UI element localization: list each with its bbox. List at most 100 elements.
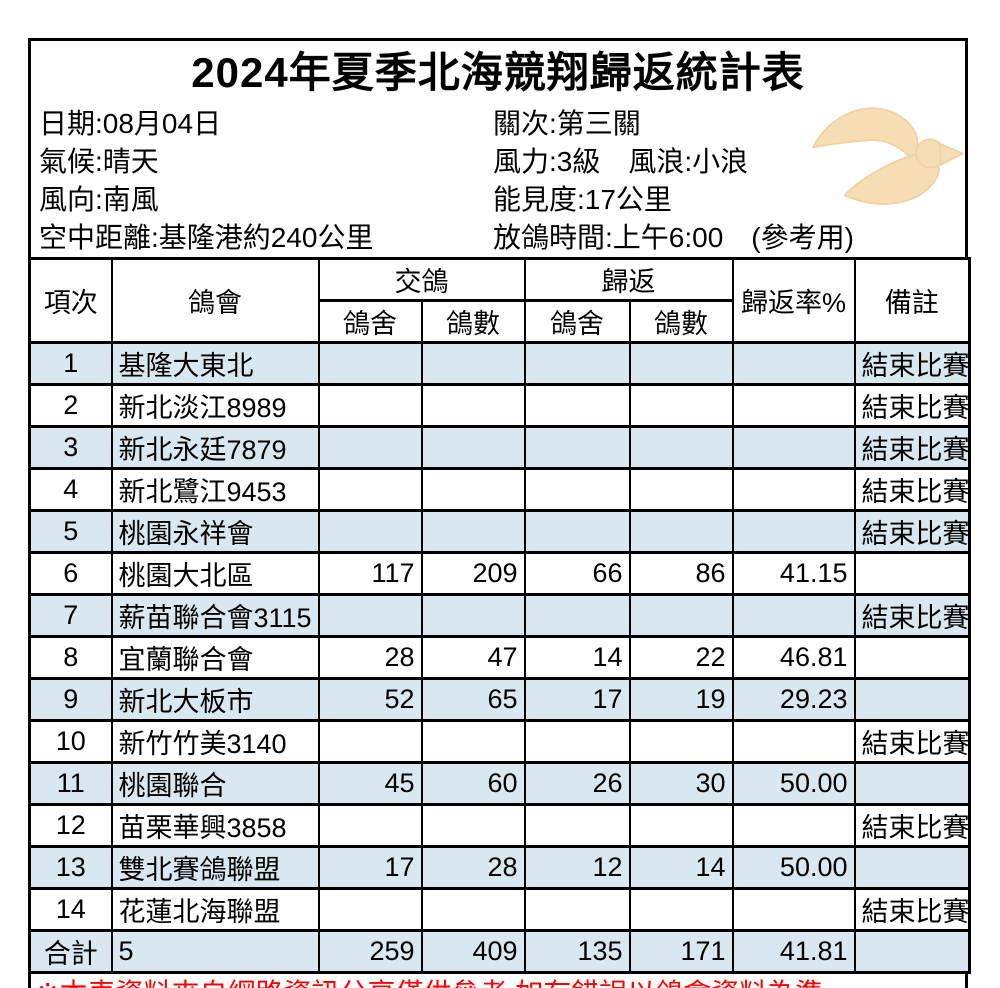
returned-count-cell bbox=[628, 467, 734, 512]
return-rate-cell bbox=[731, 467, 856, 512]
table-row: 7 薪苗聯合會3115 結束比賽 bbox=[28, 593, 971, 638]
info-air-distance: 空中距離:基隆港約240公里 bbox=[39, 222, 374, 253]
delivered-lofts-cell bbox=[317, 803, 423, 848]
delivered-lofts-cell bbox=[317, 383, 423, 428]
delivered-count-cell bbox=[420, 425, 526, 470]
delivered-count-cell bbox=[420, 719, 526, 764]
row-index-cell: 9 bbox=[28, 677, 113, 722]
note-cell bbox=[853, 677, 971, 722]
club-name-cell: 宜蘭聯合會 bbox=[110, 635, 320, 680]
stats-table: 項次 鴿會 交鴿 歸返 歸返率% 備註 鴿舍 鴿數 鴿舍 鴿數 1 基隆大東北 bbox=[28, 257, 971, 974]
note-cell: 結束比賽 bbox=[853, 467, 971, 512]
header-rate: 歸返率% bbox=[731, 257, 856, 344]
info-release-time: 放鴿時間:上午6:00 (參考用) bbox=[493, 222, 854, 253]
info-wind-wave: 風力:3級 風浪:小浪 bbox=[493, 146, 749, 177]
return-rate-cell bbox=[731, 593, 856, 638]
club-name-cell: 花蓮北海聯盟 bbox=[110, 887, 320, 932]
note-cell bbox=[853, 635, 971, 680]
table-row: 13 雙北賽鴿聯盟 17 28 12 14 50.00 bbox=[28, 845, 971, 890]
header-row-subcols: 鴿舍 鴿數 鴿舍 鴿數 bbox=[30, 299, 970, 344]
row-index-cell: 4 bbox=[28, 467, 113, 512]
total-label: 合計 bbox=[28, 929, 113, 974]
returned-lofts-cell bbox=[523, 341, 631, 386]
header-delivered-loft: 鴿舍 bbox=[317, 299, 423, 344]
returned-lofts-cell: 66 bbox=[523, 551, 631, 596]
table-row: 12 苗栗華興3858 結束比賽 bbox=[28, 803, 971, 848]
delivered-count-cell bbox=[420, 887, 526, 932]
info-row: 日期:08月04日 關次:第三關 bbox=[31, 103, 965, 141]
table-row: 4 新北鷺江9453 結束比賽 bbox=[28, 467, 971, 512]
note-cell bbox=[853, 845, 971, 890]
row-index-cell: 6 bbox=[28, 551, 113, 596]
table-row: 9 新北大板市 52 65 17 19 29.23 bbox=[28, 677, 971, 722]
return-rate-cell: 50.00 bbox=[731, 845, 856, 890]
returned-lofts-cell bbox=[523, 593, 631, 638]
delivered-count-cell: 209 bbox=[420, 551, 526, 596]
returned-count-cell bbox=[628, 425, 734, 470]
delivered-lofts-cell bbox=[317, 887, 423, 932]
returned-lofts-cell bbox=[523, 467, 631, 512]
delivered-count-cell bbox=[420, 803, 526, 848]
club-name-cell: 雙北賽鴿聯盟 bbox=[110, 845, 320, 890]
table-row: 2 新北淡江8989 結束比賽 bbox=[28, 383, 971, 428]
row-index-cell: 12 bbox=[28, 803, 113, 848]
returned-count-cell: 22 bbox=[628, 635, 734, 680]
return-rate-cell bbox=[731, 509, 856, 554]
row-index-cell: 1 bbox=[28, 341, 113, 386]
returned-lofts-cell bbox=[523, 383, 631, 428]
returned-count-cell bbox=[628, 719, 734, 764]
delivered-lofts-cell bbox=[317, 467, 423, 512]
total-note bbox=[853, 929, 971, 974]
return-rate-cell bbox=[731, 803, 856, 848]
row-index-cell: 3 bbox=[28, 425, 113, 470]
race-info: 日期:08月04日 關次:第三關 氣候:晴天 風力:3級 風浪:小浪 風向:南風… bbox=[31, 103, 965, 257]
note-cell: 結束比賽 bbox=[853, 341, 971, 386]
returned-count-cell: 14 bbox=[628, 845, 734, 890]
info-date: 日期:08月04日 bbox=[39, 108, 222, 139]
delivered-lofts-cell bbox=[317, 341, 423, 386]
header-returned-loft: 鴿舍 bbox=[523, 299, 631, 344]
return-rate-cell: 46.81 bbox=[731, 635, 856, 680]
table-row: 8 宜蘭聯合會 28 47 14 22 46.81 bbox=[28, 635, 971, 680]
row-index-cell: 11 bbox=[28, 761, 113, 806]
row-index-cell: 8 bbox=[28, 635, 113, 680]
club-name-cell: 新北鷺江9453 bbox=[110, 467, 320, 512]
info-wind-direction: 風向:南風 bbox=[39, 184, 159, 215]
delivered-lofts-cell: 28 bbox=[317, 635, 423, 680]
return-rate-cell bbox=[731, 383, 856, 428]
delivered-count-cell: 65 bbox=[420, 677, 526, 722]
club-name-cell: 新北永廷7879 bbox=[110, 425, 320, 470]
delivered-count-cell bbox=[420, 593, 526, 638]
club-name-cell: 桃園大北區 bbox=[110, 551, 320, 596]
delivered-lofts-cell bbox=[317, 593, 423, 638]
club-name-cell: 新北大板市 bbox=[110, 677, 320, 722]
header-returned-count: 鴿數 bbox=[628, 299, 734, 344]
return-rate-cell bbox=[731, 719, 856, 764]
header-returned: 歸返 bbox=[523, 257, 734, 302]
note-cell: 結束比賽 bbox=[853, 425, 971, 470]
returned-lofts-cell: 17 bbox=[523, 677, 631, 722]
table-row: 10 新竹竹美3140 結束比賽 bbox=[28, 719, 971, 764]
header-delivered-count: 鴿數 bbox=[420, 299, 526, 344]
table-footer: 合計 5 259 409 135 171 41.81 bbox=[28, 929, 971, 974]
returned-lofts-cell bbox=[523, 719, 631, 764]
table-header: 項次 鴿會 交鴿 歸返 歸返率% 備註 鴿舍 鴿數 鴿舍 鴿數 bbox=[28, 257, 971, 344]
returned-count-cell bbox=[628, 887, 734, 932]
returned-count-cell bbox=[628, 593, 734, 638]
delivered-lofts-cell: 52 bbox=[317, 677, 423, 722]
returned-count-cell bbox=[628, 383, 734, 428]
total-rate: 41.81 bbox=[731, 929, 856, 974]
total-returned-count: 171 bbox=[628, 929, 734, 974]
returned-lofts-cell: 26 bbox=[523, 761, 631, 806]
club-name-cell: 新竹竹美3140 bbox=[110, 719, 320, 764]
header-index: 項次 bbox=[28, 257, 113, 344]
return-rate-cell bbox=[731, 341, 856, 386]
info-row: 空中距離:基隆港約240公里 放鴿時間:上午6:00 (參考用) bbox=[31, 217, 965, 255]
header-row-groups: 項次 鴿會 交鴿 歸返 歸返率% 備註 bbox=[28, 257, 971, 344]
delivered-count-cell bbox=[420, 341, 526, 386]
delivered-count-cell bbox=[420, 509, 526, 554]
returned-lofts-cell: 12 bbox=[523, 845, 631, 890]
delivered-lofts-cell: 117 bbox=[317, 551, 423, 596]
table-row: 3 新北永廷7879 結束比賽 bbox=[28, 425, 971, 470]
